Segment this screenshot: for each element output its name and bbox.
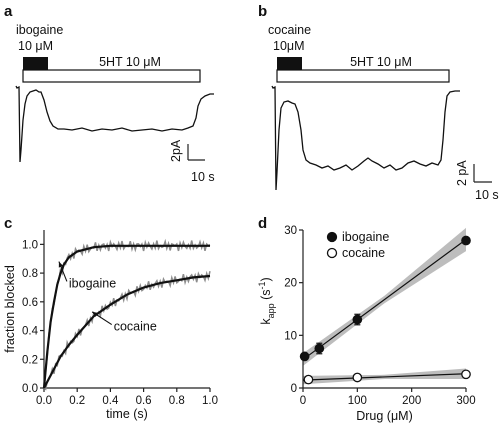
legend-marker-d-0 <box>326 231 338 243</box>
y-tick-label-d-2: 20 <box>284 278 297 290</box>
data-point-d-0-2 <box>352 314 363 325</box>
x-tick-label-d-1: 100 <box>348 395 367 407</box>
x-tick-label-c-5: 1.0 <box>202 395 218 407</box>
y-tick-label-c-4: 0.8 <box>22 268 38 280</box>
scale-bar-b <box>473 164 492 183</box>
fit-line-c-1 <box>43 274 211 389</box>
chart-c-xlabel: time (s) <box>106 407 148 421</box>
x-tick-label-d-0: 0 <box>300 395 306 407</box>
annotation-arrowhead-c-1 <box>92 311 99 317</box>
annotation-arrowhead-c-0 <box>58 261 64 268</box>
scale-time-a: 10 s <box>191 170 215 184</box>
x-tick-label-c-2: 0.4 <box>102 395 119 407</box>
y-tick-label-c-5: 1.0 <box>22 239 38 251</box>
drug-application-bar-b <box>277 57 302 70</box>
agonist-label-b: 5HT 10 μM <box>350 55 412 69</box>
y-tick-label-c-3: 0.6 <box>22 297 38 309</box>
annotation-c-0: ibogaine <box>69 276 116 290</box>
panel-label-b: b <box>258 3 267 20</box>
x-tick-label-c-0: 0.0 <box>36 395 52 407</box>
scale-current-a: 2pA <box>169 139 183 162</box>
drug-name-a: ibogaine <box>16 23 63 37</box>
panel-label-a: a <box>4 3 13 20</box>
drug-name-b: cocaine <box>268 23 311 37</box>
fit-line-c-0 <box>42 244 210 389</box>
y-tick-label-d-1: 10 <box>284 330 297 342</box>
data-point-d-0-3 <box>461 235 471 246</box>
x-tick-label-d-2: 200 <box>402 395 421 407</box>
y-tick-label-d-0: 0 <box>291 383 297 395</box>
data-point-d-1-2 <box>461 369 471 380</box>
panel-label-c: c <box>4 215 12 232</box>
chart-c-ticks: 0.0 0.2 0.4 0.6 0.8 1.0 0.0 0.2 0.4 0.6 0.8 1.0 <box>22 239 218 407</box>
drug-conc-a: 10 μM <box>18 39 53 53</box>
legend-label-d-0: ibogaine <box>342 230 389 244</box>
data-point-d-1-0 <box>303 374 314 385</box>
panel-a: a ibogaine 10 μM 5HT 10 μM 2pA 10 s <box>4 3 215 184</box>
agonist-application-bar-b <box>276 69 450 83</box>
y-tick-label-d-3: 30 <box>284 225 297 237</box>
agonist-application-bar-a <box>22 69 201 83</box>
ylabel-sup: -1 <box>257 281 267 289</box>
ylabel-close: ) <box>259 277 273 281</box>
data-point-d-0-1 <box>314 343 325 354</box>
data-point-d-0-0 <box>299 351 310 362</box>
x-tick-label-c-1: 0.2 <box>69 395 85 407</box>
annotation-c-1: cocaine <box>114 320 157 334</box>
chart-d-xlabel: Drug (μM) <box>356 409 413 423</box>
drug-application-bar-a <box>23 57 48 70</box>
panel-c: c 0.0 0.2 0.4 0.6 0.8 1.0 0.0 0.2 0.4 0.6 0.8 1.0 i… <box>3 215 218 421</box>
chart-c-series <box>42 238 211 391</box>
chart-d-ylabel: kapp (s-1) <box>257 277 276 324</box>
current-trace-b <box>271 85 460 191</box>
fit-line-d-0 <box>302 238 467 361</box>
panel-label-d: d <box>258 215 267 232</box>
ylabel-unit: (s <box>259 290 273 304</box>
data-trace-c-0 <box>43 238 211 389</box>
x-tick-label-c-3: 0.6 <box>136 395 152 407</box>
legend-marker-d-1 <box>326 247 338 259</box>
scale-time-b: 10 s <box>475 188 499 202</box>
x-tick-label-d-3: 300 <box>456 395 475 407</box>
ylabel-main: k <box>259 318 273 325</box>
chart-d-series <box>299 235 471 385</box>
chart-d-ticks: 0 100 200 300 0 10 20 30 <box>284 225 475 407</box>
scale-current-b: 2 pA <box>455 160 469 186</box>
y-tick-label-c-0: 0.0 <box>22 383 38 395</box>
panel-d: d 0 100 200 300 0 10 20 30 ibogaine cocaine Drug… <box>257 215 476 423</box>
x-tick-label-c-4: 0.8 <box>169 395 185 407</box>
agonist-label-a: 5HT 10 μM <box>99 55 161 69</box>
panel-b: b cocaine 10μM 5HT 10 μM 2 pA 10 s <box>258 3 499 202</box>
drug-conc-b: 10μM <box>273 39 305 53</box>
legend-label-d-1: cocaine <box>342 246 385 260</box>
chart-d-legend: ibogaine cocaine <box>326 230 389 260</box>
y-tick-label-c-1: 0.2 <box>22 354 38 366</box>
data-point-d-1-1 <box>352 372 363 383</box>
chart-c-annotations: ibogaine cocaine <box>58 261 157 334</box>
ylabel-sub: app <box>266 303 276 318</box>
confidence-band-d-0 <box>303 227 466 366</box>
fit-line-d-1 <box>302 373 467 381</box>
y-tick-label-c-2: 0.4 <box>22 326 39 338</box>
chart-c-ylabel: fraction blocked <box>3 265 17 353</box>
current-trace-a <box>15 85 214 163</box>
scale-bar-a <box>187 144 205 161</box>
